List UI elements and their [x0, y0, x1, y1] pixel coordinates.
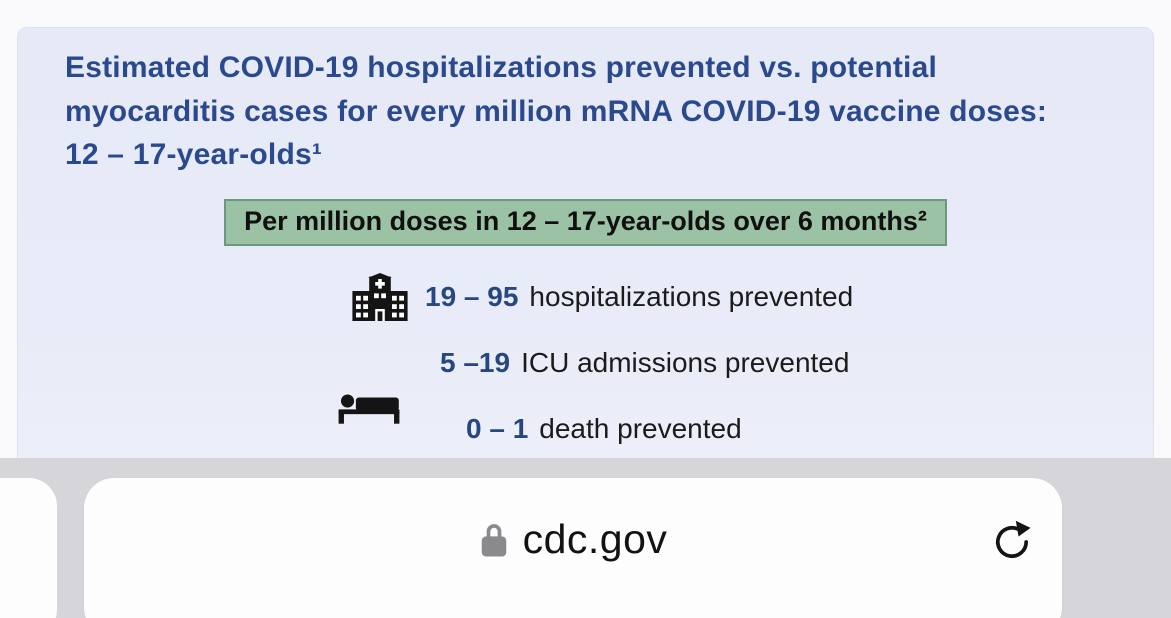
- stat-label: death prevented: [539, 412, 742, 444]
- stat-value: 5 –19: [440, 346, 511, 378]
- reload-icon: [996, 520, 1031, 558]
- stats-list: 19 – 95 hospitalizations prevented 5 –19…: [18, 272, 1153, 450]
- url-text: cdc.gov: [522, 516, 668, 562]
- reload-button[interactable]: [988, 518, 1036, 566]
- stat-label: hospitalizations prevented: [529, 280, 854, 312]
- slide-title: Estimated COVID-19 hospitalizations prev…: [65, 51, 1048, 171]
- stat-value: 0 – 1: [466, 412, 529, 444]
- address-bar[interactable]: cdc.gov: [84, 478, 1062, 618]
- stat-row-deaths: 0 – 1 death prevented: [338, 393, 1153, 450]
- stat-row-icu: 5 –19 ICU admissions prevented: [440, 342, 1153, 384]
- adjacent-tab-edge[interactable]: [0, 478, 57, 618]
- browser-bottom-bar: cdc.gov: [0, 458, 1171, 618]
- patient-in-bed-icon: [338, 390, 400, 424]
- stat-row-hospitalizations: 19 – 95 hospitalizations prevented: [351, 272, 1153, 321]
- per-million-doses-banner: Per million doses in 12 – 17-year-olds o…: [224, 198, 947, 246]
- address-bar-content: cdc.gov: [84, 516, 1062, 563]
- hospital-icon: [351, 272, 409, 321]
- banner-row: Per million doses in 12 – 17-year-olds o…: [18, 198, 1153, 246]
- stat-value: 19 – 95: [425, 280, 519, 312]
- stat-label: ICU admissions prevented: [521, 346, 850, 378]
- lock-icon: [479, 521, 509, 559]
